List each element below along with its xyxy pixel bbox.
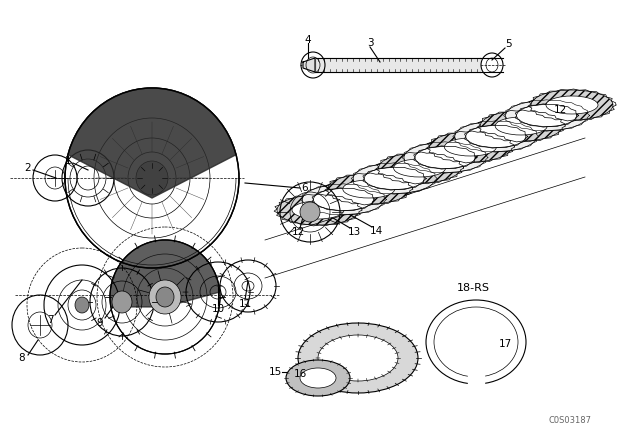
Ellipse shape bbox=[136, 161, 168, 195]
Text: C0S03187: C0S03187 bbox=[548, 415, 591, 425]
Polygon shape bbox=[68, 88, 236, 198]
Ellipse shape bbox=[298, 323, 418, 393]
Text: 17: 17 bbox=[499, 339, 511, 349]
Ellipse shape bbox=[314, 189, 373, 211]
Ellipse shape bbox=[531, 90, 613, 120]
Text: 15: 15 bbox=[268, 367, 282, 377]
Ellipse shape bbox=[300, 368, 336, 388]
Text: 12: 12 bbox=[554, 105, 566, 115]
Text: 5: 5 bbox=[505, 39, 511, 49]
Polygon shape bbox=[468, 372, 484, 392]
Text: 12: 12 bbox=[291, 227, 305, 237]
Ellipse shape bbox=[506, 100, 588, 130]
Ellipse shape bbox=[429, 132, 511, 162]
Ellipse shape bbox=[353, 164, 435, 194]
Ellipse shape bbox=[466, 125, 526, 147]
Ellipse shape bbox=[343, 180, 395, 198]
Ellipse shape bbox=[444, 138, 497, 156]
Text: 4: 4 bbox=[305, 35, 311, 45]
Ellipse shape bbox=[318, 335, 398, 381]
Text: 13: 13 bbox=[348, 227, 360, 237]
Ellipse shape bbox=[292, 201, 344, 219]
Ellipse shape bbox=[415, 146, 475, 168]
Ellipse shape bbox=[112, 291, 132, 313]
Ellipse shape bbox=[302, 185, 385, 215]
Polygon shape bbox=[303, 58, 315, 72]
Text: 16: 16 bbox=[293, 369, 307, 379]
Ellipse shape bbox=[286, 360, 350, 396]
Ellipse shape bbox=[277, 195, 359, 225]
Text: 2: 2 bbox=[25, 163, 31, 173]
Text: 10: 10 bbox=[211, 304, 225, 314]
Ellipse shape bbox=[328, 174, 410, 204]
Ellipse shape bbox=[455, 121, 537, 151]
Ellipse shape bbox=[480, 111, 562, 141]
Text: 6: 6 bbox=[301, 183, 308, 193]
Ellipse shape bbox=[75, 297, 89, 313]
Ellipse shape bbox=[404, 142, 486, 172]
Text: 14: 14 bbox=[369, 226, 383, 236]
Ellipse shape bbox=[495, 117, 547, 135]
Ellipse shape bbox=[364, 168, 424, 190]
Ellipse shape bbox=[300, 202, 320, 222]
Ellipse shape bbox=[156, 287, 174, 307]
Text: 11: 11 bbox=[238, 299, 252, 309]
Text: 9: 9 bbox=[97, 318, 103, 328]
Ellipse shape bbox=[149, 280, 181, 314]
Text: 18-RS: 18-RS bbox=[456, 283, 490, 293]
Text: 7: 7 bbox=[47, 315, 53, 325]
Text: 8: 8 bbox=[19, 353, 26, 363]
Ellipse shape bbox=[434, 307, 518, 377]
Text: 1: 1 bbox=[65, 156, 71, 166]
Text: 3: 3 bbox=[367, 38, 373, 48]
Ellipse shape bbox=[394, 159, 445, 177]
Ellipse shape bbox=[516, 104, 577, 126]
Ellipse shape bbox=[379, 153, 461, 183]
Ellipse shape bbox=[546, 96, 598, 114]
Polygon shape bbox=[315, 58, 480, 72]
Polygon shape bbox=[110, 240, 220, 307]
